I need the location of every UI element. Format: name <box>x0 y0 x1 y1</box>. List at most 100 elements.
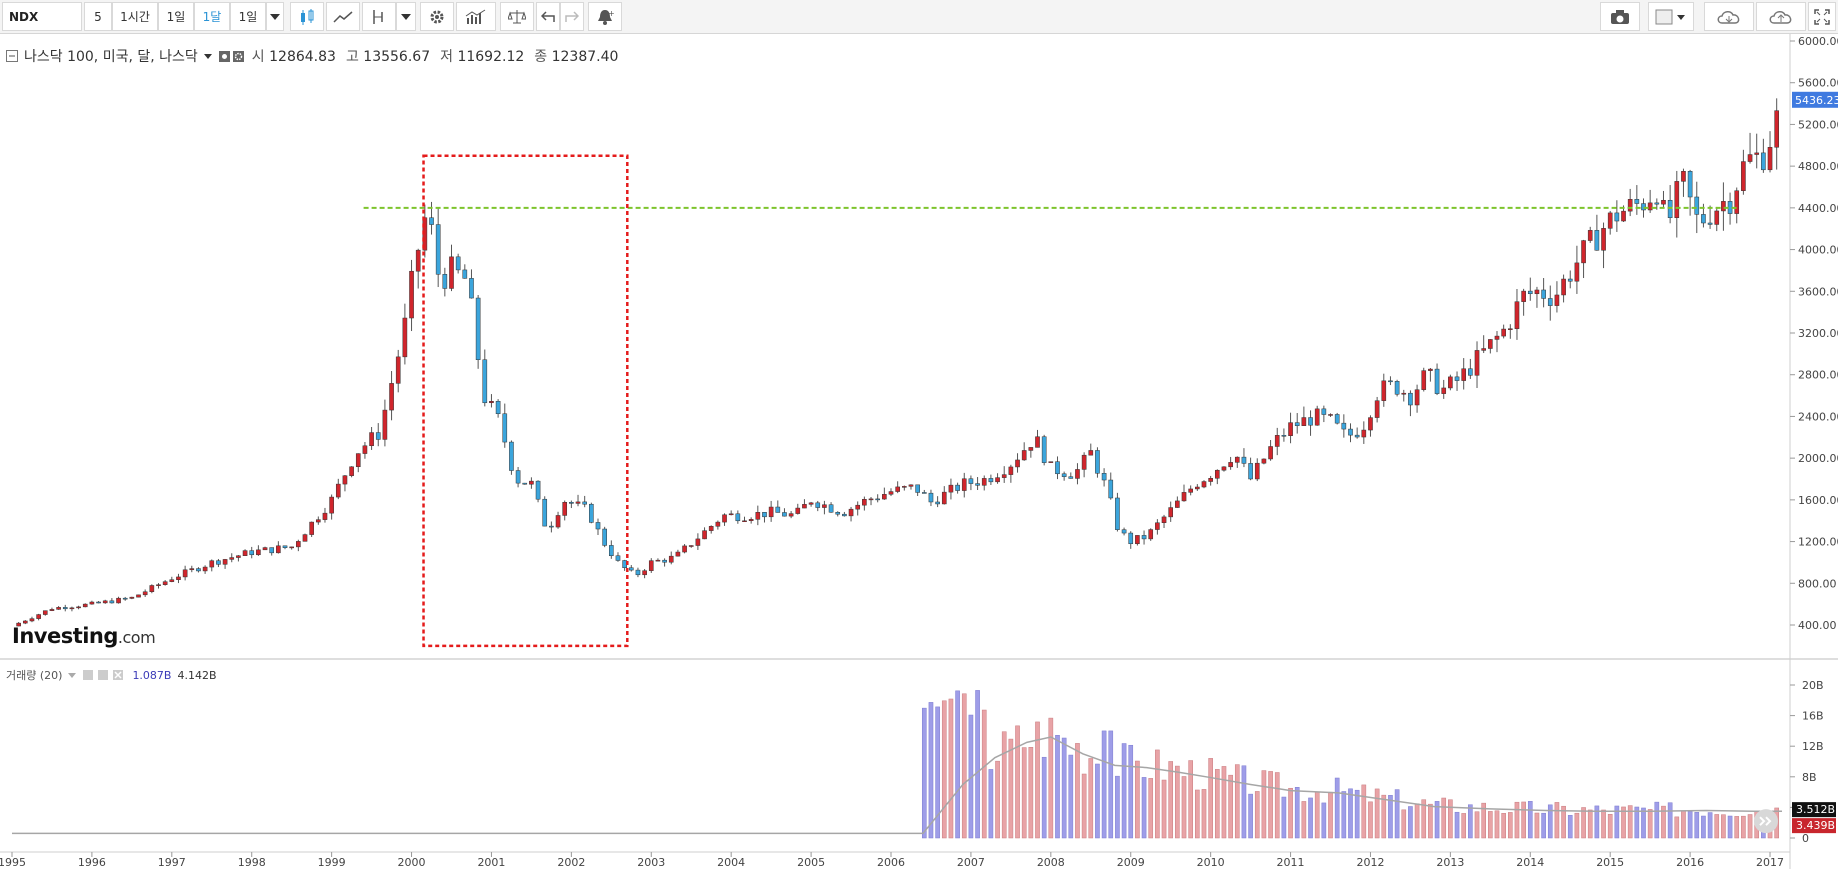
volume-bar-up <box>1721 814 1726 839</box>
price-tick-label: 2400.00 <box>1798 410 1838 423</box>
candle-down <box>1281 435 1287 437</box>
volume-bar-down <box>1654 801 1660 839</box>
alert-button[interactable]: + <box>588 2 622 31</box>
candle-down <box>921 492 927 494</box>
candle-up <box>708 526 714 531</box>
drawing-dropdown-button[interactable] <box>396 2 416 31</box>
volume-bar-up <box>1001 731 1007 839</box>
x-tick-label: 1996 <box>78 856 106 869</box>
candle-up <box>296 541 301 548</box>
candle-up <box>176 576 181 580</box>
volume-bar-up <box>1647 809 1653 839</box>
volume-bar-up <box>1501 813 1506 839</box>
volume-bar-down <box>1121 743 1127 839</box>
candle-up <box>648 560 654 571</box>
interval-1month-button[interactable]: 1달 <box>194 2 230 31</box>
candle-down <box>1434 368 1440 394</box>
drawing-tool-icon <box>373 9 383 24</box>
cloud-load-button[interactable] <box>1704 2 1754 31</box>
volume-value-tag <box>1792 802 1836 818</box>
candle-down <box>1354 434 1360 438</box>
candle-style-button[interactable] <box>290 2 324 31</box>
fullscreen-button[interactable] <box>1808 2 1836 31</box>
scroll-right-button[interactable] <box>1754 809 1778 834</box>
candle-up <box>342 475 348 485</box>
candle-down <box>968 478 974 484</box>
candle-down <box>249 550 255 556</box>
interval-1d-button[interactable]: 1일 <box>158 2 194 31</box>
candle-up <box>788 513 794 517</box>
volume-bar-up <box>1148 778 1154 839</box>
candle-up <box>1001 474 1007 478</box>
volume-bar-up <box>1554 802 1560 839</box>
candle-up <box>1647 202 1653 211</box>
indicators-button[interactable] <box>456 2 496 31</box>
layout-button[interactable] <box>1648 2 1694 31</box>
instrument-title[interactable]: 나스닥 100, 미국, 달, 나스닥 <box>24 49 198 65</box>
low-label: 저 <box>440 49 453 65</box>
undo-button[interactable] <box>536 2 560 31</box>
interval-custom-button[interactable]: 1일 <box>230 2 266 31</box>
candle-up <box>1681 171 1686 182</box>
candle-up <box>1328 414 1333 416</box>
volume-bar-down <box>1281 796 1287 839</box>
compare-button[interactable] <box>500 2 534 31</box>
indicator-button[interactable] <box>326 2 360 31</box>
candle-down <box>1468 368 1473 376</box>
volume-bar-up <box>1188 760 1193 839</box>
volume-bar-down <box>1308 797 1313 839</box>
candle-up <box>1228 462 1233 468</box>
candle-down <box>462 269 468 279</box>
volume-title[interactable]: 거래량 (20) <box>6 669 63 682</box>
drawing-tools-button[interactable] <box>362 2 396 31</box>
volume-bar-down <box>1594 805 1600 839</box>
price-tick-label: 800.00 <box>1798 577 1837 590</box>
candle-down <box>495 400 501 415</box>
volume-bar-up <box>1401 809 1407 839</box>
candle-down <box>109 600 115 604</box>
legend-settings-icon[interactable] <box>218 50 246 63</box>
interval-5-button[interactable]: 5 <box>84 2 112 31</box>
volume-bar-up <box>1168 761 1174 839</box>
volume-bar-up <box>1714 814 1720 839</box>
volume-bar-up <box>1221 766 1227 839</box>
interval-dropdown-button[interactable] <box>266 2 284 31</box>
interval-1h-button[interactable]: 1시간 <box>112 2 158 31</box>
candle-up <box>389 383 394 411</box>
candle-up <box>1195 486 1200 490</box>
symbol-input[interactable]: NDX <box>2 2 82 31</box>
x-tick-label: 2014 <box>1516 856 1544 869</box>
price-tick-label: 1600.00 <box>1798 494 1838 507</box>
candle-down <box>1541 289 1546 299</box>
x-tick-label: 2015 <box>1596 856 1624 869</box>
open-label: 시 <box>251 49 265 65</box>
camera-icon <box>1611 9 1629 24</box>
volume-bar-up <box>1507 812 1513 839</box>
candle-up <box>162 581 168 585</box>
price-tick-label: 5600.00 <box>1798 77 1838 90</box>
candle-up <box>668 555 674 563</box>
chevron-down-icon[interactable] <box>68 672 77 678</box>
redo-button[interactable] <box>560 2 584 31</box>
candle-up <box>722 514 727 523</box>
candle-up <box>1721 201 1726 212</box>
candle-up <box>1088 450 1094 456</box>
settings-button[interactable] <box>420 2 454 31</box>
candle-up <box>349 466 354 476</box>
screenshot-button[interactable] <box>1600 2 1640 31</box>
volume-bar-up <box>1228 774 1233 839</box>
candle-up <box>995 477 1000 483</box>
volume-bar-down <box>955 690 960 839</box>
volume-bar-down <box>1241 765 1247 839</box>
candle-up <box>489 400 494 404</box>
candle-up <box>868 498 874 501</box>
volume-controls-icon[interactable] <box>82 669 126 681</box>
cloud-save-button[interactable] <box>1756 2 1806 31</box>
candle-up <box>1234 456 1240 463</box>
x-tick-label: 2010 <box>1197 856 1225 869</box>
collapse-icon[interactable] <box>6 50 18 62</box>
volume-bar-up <box>1734 816 1740 839</box>
candle-up <box>941 491 947 505</box>
x-tick-label: 2016 <box>1676 856 1704 869</box>
chevron-down-icon[interactable] <box>203 53 212 59</box>
